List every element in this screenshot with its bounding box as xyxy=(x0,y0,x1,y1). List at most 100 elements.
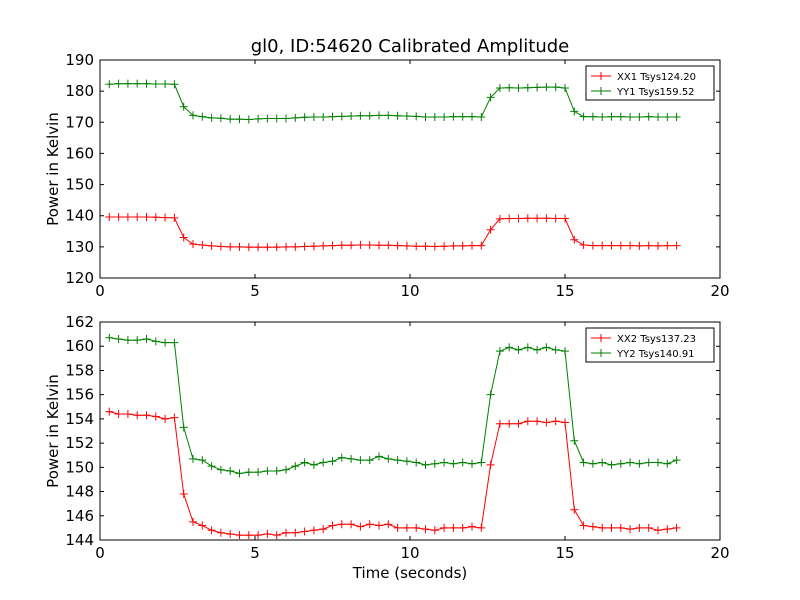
data-point xyxy=(588,241,597,250)
data-point xyxy=(523,417,532,426)
legend-label: YY1 Tsys159.52 xyxy=(616,87,695,98)
data-point xyxy=(263,466,272,475)
data-point xyxy=(468,112,476,121)
data-point xyxy=(430,242,439,251)
data-point xyxy=(309,112,318,121)
x-tick-label: 5 xyxy=(250,544,260,562)
data-point xyxy=(635,241,644,250)
data-point xyxy=(189,517,197,526)
data-point xyxy=(505,214,514,223)
data-point xyxy=(105,80,114,89)
data-point xyxy=(347,520,356,529)
data-point xyxy=(356,522,365,531)
data-point xyxy=(309,460,318,469)
data-point xyxy=(579,112,588,121)
data-point xyxy=(579,521,588,530)
data-point xyxy=(570,436,579,445)
legend-marker xyxy=(597,72,605,80)
data-point xyxy=(337,241,346,250)
data-point xyxy=(142,212,151,221)
data-point xyxy=(365,240,374,249)
data-point xyxy=(142,411,151,420)
y-axis-label: Power in Kelvin xyxy=(44,112,62,226)
data-point xyxy=(635,459,644,468)
data-point xyxy=(300,458,309,467)
data-point xyxy=(272,466,281,475)
data-point xyxy=(133,212,142,221)
data-point xyxy=(319,241,328,250)
y-tick-label: 150 xyxy=(65,458,94,476)
data-point xyxy=(421,525,430,534)
data-point xyxy=(263,243,272,252)
data-point xyxy=(207,241,216,250)
data-point xyxy=(235,469,244,478)
data-point xyxy=(477,458,486,467)
series-line xyxy=(109,337,677,474)
data-point xyxy=(412,523,421,532)
data-point xyxy=(486,93,495,102)
data-point xyxy=(356,240,365,249)
data-point xyxy=(282,242,290,251)
data-point xyxy=(328,112,337,121)
data-point xyxy=(644,241,653,250)
y-tick-label: 148 xyxy=(65,483,94,501)
data-point xyxy=(672,112,681,121)
data-point xyxy=(272,531,281,540)
data-point xyxy=(412,458,421,467)
data-point xyxy=(468,241,476,250)
data-point xyxy=(514,419,523,428)
data-point xyxy=(133,411,142,420)
data-point xyxy=(449,241,458,250)
y-tick-label: 162 xyxy=(65,313,94,331)
data-point xyxy=(663,241,672,250)
data-point xyxy=(542,83,551,92)
y-tick-label: 170 xyxy=(65,113,94,131)
data-point xyxy=(588,522,597,531)
data-point xyxy=(598,458,607,467)
data-point xyxy=(123,79,132,88)
legend-label: YY2 Tsys140.91 xyxy=(616,349,695,360)
y-tick-label: 160 xyxy=(65,337,94,355)
x-tick-label: 20 xyxy=(710,544,729,562)
data-point xyxy=(588,112,597,121)
y-tick-label: 158 xyxy=(65,361,94,379)
data-point xyxy=(570,107,579,116)
data-point xyxy=(458,523,467,532)
data-point xyxy=(189,240,197,249)
data-point xyxy=(598,241,607,250)
data-point xyxy=(421,112,430,121)
data-point xyxy=(235,242,244,251)
data-point xyxy=(402,523,411,532)
data-point xyxy=(542,343,551,352)
data-point xyxy=(384,520,393,529)
data-point xyxy=(393,111,402,120)
data-point xyxy=(123,212,132,221)
data-point xyxy=(272,114,281,123)
data-point xyxy=(179,423,188,432)
data-point xyxy=(328,521,337,530)
data-point xyxy=(449,459,458,468)
data-point xyxy=(626,112,635,121)
data-point xyxy=(161,213,170,222)
data-point xyxy=(347,454,356,463)
data-point xyxy=(133,336,142,345)
data-point xyxy=(579,458,588,467)
data-point xyxy=(216,114,225,123)
y-tick-label: 152 xyxy=(65,434,94,452)
data-point xyxy=(207,462,216,471)
data-point xyxy=(430,459,439,468)
y-tick-label: 180 xyxy=(65,82,94,100)
data-point xyxy=(616,523,625,532)
data-point xyxy=(151,213,160,222)
data-point xyxy=(635,112,644,121)
y-tick-label: 120 xyxy=(65,269,94,287)
series-2 xyxy=(105,79,681,124)
data-point xyxy=(393,456,402,465)
data-point xyxy=(626,525,635,534)
data-point xyxy=(365,111,374,120)
x-tick-label: 10 xyxy=(400,544,419,562)
x-axis-label: Time (seconds) xyxy=(352,564,468,582)
data-point xyxy=(272,243,281,252)
data-point xyxy=(226,529,235,538)
data-point xyxy=(561,418,569,427)
